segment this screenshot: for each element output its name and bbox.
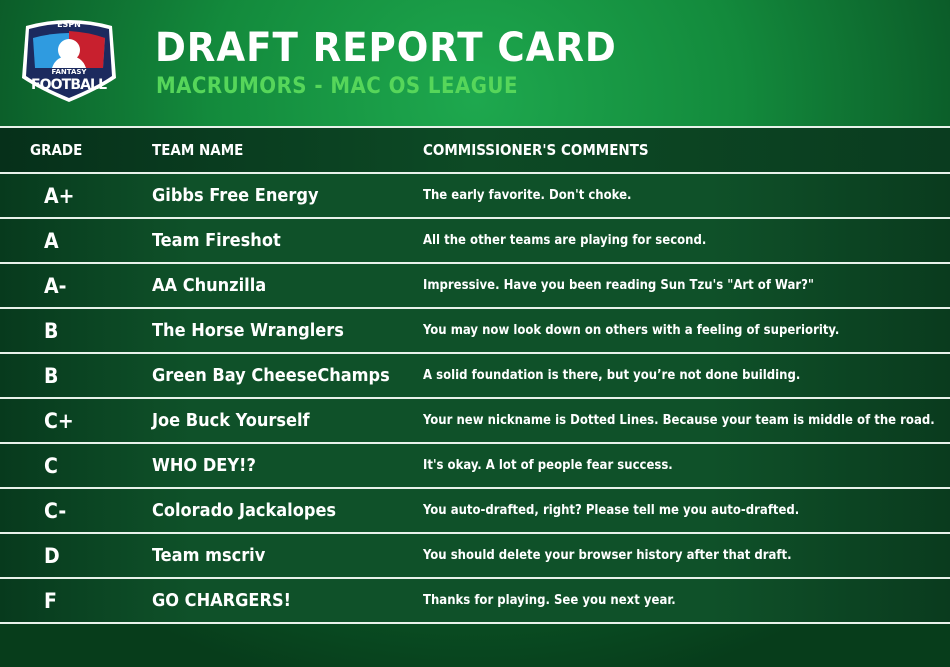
report-card-table: GRADE TEAM NAME COMMISSIONER'S COMMENTS … (0, 126, 950, 624)
team-name-cell: Green Bay CheeseChamps (152, 365, 390, 386)
grade-cell: C (44, 453, 58, 478)
grade-cell: A+ (44, 183, 75, 208)
grade-cell: B (44, 363, 59, 388)
comment-cell: Thanks for playing. See you next year. (423, 593, 676, 608)
team-name-cell: WHO DEY!? (152, 455, 256, 476)
comment-cell: Impressive. Have you been reading Sun Tz… (423, 278, 814, 293)
column-header-team: TEAM NAME (152, 141, 244, 159)
table-header: GRADE TEAM NAME COMMISSIONER'S COMMENTS (0, 128, 950, 174)
grade-cell: C+ (44, 408, 74, 433)
grade-cell: C- (44, 498, 67, 523)
table-row: D Team mscriv You should delete your brows… (0, 534, 950, 579)
grade-cell: B (44, 318, 59, 343)
table-row: C- Colorado Jackalopes You auto-drafted, r… (0, 489, 950, 534)
table-row: C+ Joe Buck Yourself Your new nickname is … (0, 399, 950, 444)
comment-cell: All the other teams are playing for seco… (423, 233, 707, 248)
team-name-cell: Gibbs Free Energy (152, 185, 319, 206)
team-name-cell: The Horse Wranglers (152, 320, 344, 341)
grade-cell: A- (44, 273, 67, 298)
team-name-cell: Team mscriv (152, 545, 266, 566)
team-name-cell: Team Fireshot (152, 230, 281, 251)
svg-text:ESPN: ESPN (57, 20, 81, 29)
team-name-cell: Joe Buck Yourself (152, 410, 310, 431)
comment-cell: The early favorite. Don't choke. (423, 188, 632, 203)
grade-cell: D (44, 543, 60, 568)
comment-cell: You should delete your browser history a… (423, 548, 792, 563)
comment-cell: Your new nickname is Dotted Lines. Becau… (423, 413, 935, 428)
page-title: DRAFT REPORT CARD (155, 25, 617, 71)
comment-cell: You auto-drafted, right? Please tell me … (423, 503, 800, 518)
svg-text:FOOTBALL: FOOTBALL (31, 77, 107, 93)
comment-cell: It's okay. A lot of people fear success. (423, 458, 673, 473)
table-row: B The Horse Wranglers You may now look dow… (0, 309, 950, 354)
team-name-cell: AA Chunzilla (152, 275, 267, 296)
comment-cell: A solid foundation is there, but you’re … (423, 368, 801, 383)
table-row: C WHO DEY!? It's okay. A lot of people fea… (0, 444, 950, 489)
grade-cell: F (44, 588, 57, 613)
column-header-grade: GRADE (30, 141, 83, 159)
team-name-cell: Colorado Jackalopes (152, 500, 337, 521)
espn-fantasy-football-logo: ESPN FANTASY FOOTBALL (22, 20, 116, 102)
column-header-comments: COMMISSIONER'S COMMENTS (423, 141, 649, 159)
table-row: A+ Gibbs Free Energy The early favorite. D… (0, 174, 950, 219)
grade-cell: A (44, 228, 59, 253)
table-row: B Green Bay CheeseChamps A solid foundatio… (0, 354, 950, 399)
comment-cell: You may now look down on others with a f… (423, 323, 840, 338)
table-row: F GO CHARGERS! Thanks for playing. See you… (0, 579, 950, 624)
table-row: A- AA Chunzilla Impressive. Have you been … (0, 264, 950, 309)
svg-text:FANTASY: FANTASY (51, 68, 87, 76)
table-row: A Team Fireshot All the other teams are pl… (0, 219, 950, 264)
league-subtitle: MACRUMORS - MAC OS LEAGUE (156, 74, 518, 99)
team-name-cell: GO CHARGERS! (152, 590, 291, 611)
